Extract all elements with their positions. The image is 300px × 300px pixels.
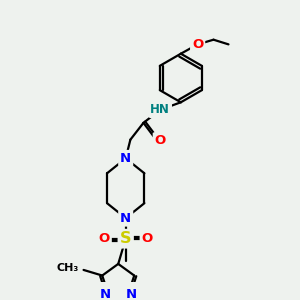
Text: N: N bbox=[120, 212, 131, 225]
Text: O: O bbox=[142, 232, 153, 245]
Text: N: N bbox=[100, 288, 111, 300]
Text: S: S bbox=[120, 231, 131, 246]
Text: O: O bbox=[155, 134, 166, 147]
Text: N: N bbox=[120, 152, 131, 165]
Text: CH₃: CH₃ bbox=[57, 263, 79, 273]
Text: O: O bbox=[192, 38, 203, 51]
Text: HN: HN bbox=[150, 103, 170, 116]
Text: O: O bbox=[99, 232, 110, 245]
Text: N: N bbox=[125, 288, 136, 300]
